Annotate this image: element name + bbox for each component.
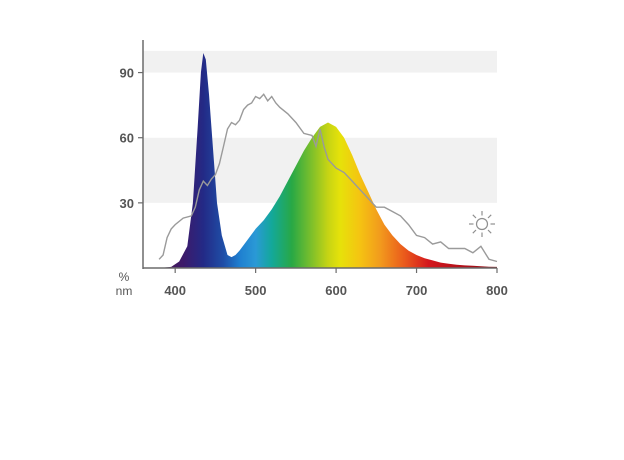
x-unit-label: nm	[116, 284, 133, 298]
x-tick-label: 800	[486, 283, 508, 298]
spectrum-area	[159, 53, 497, 268]
sun-icon	[469, 211, 495, 237]
reference-line	[158, 93, 498, 263]
x-tick-label: 600	[325, 283, 347, 298]
x-tick-label: 400	[164, 283, 186, 298]
y-tick-label: 60	[120, 131, 134, 146]
x-tick-label: 500	[245, 283, 267, 298]
y-unit-label: %	[119, 270, 130, 284]
grid-band	[143, 50, 497, 73]
axes	[138, 40, 498, 273]
x-tick-label: 700	[406, 283, 428, 298]
tick-labels: 30 60 90 400 500 600 700 800%nm	[116, 66, 508, 298]
y-tick-label: 90	[120, 66, 134, 81]
y-tick-label: 30	[120, 196, 134, 211]
